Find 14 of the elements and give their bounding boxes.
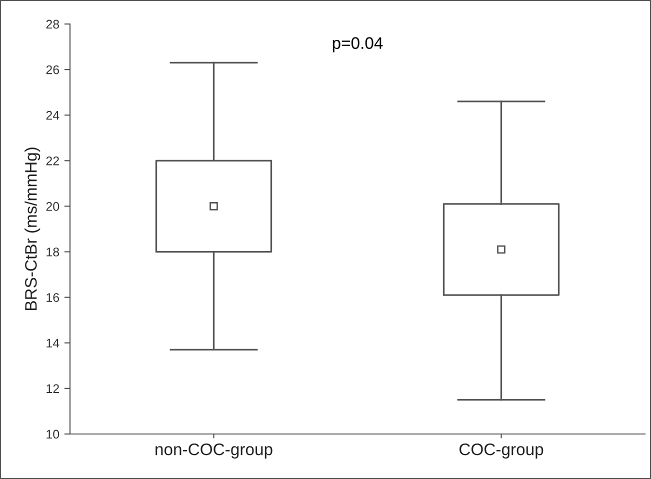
y-tick-label: 20	[46, 202, 60, 211]
annotation: p=0.04	[332, 37, 383, 52]
y-tick-label: 12	[46, 384, 59, 393]
y-tick-label: 14	[46, 338, 60, 348]
y-axis-title: BRS-CtBr (ms/mmHg)	[24, 148, 40, 310]
y-tick-label: 22	[46, 156, 59, 166]
y-tick-label: 26	[46, 65, 60, 74]
y-tick-label: 16	[46, 293, 60, 302]
y-tick-label: 10	[46, 430, 60, 439]
y-tick-label: 18	[46, 248, 60, 256]
y-tick-label: 28	[46, 20, 60, 29]
x-tick-label: non-COC-group	[156, 443, 272, 459]
y-tick-label: 24	[46, 110, 60, 120]
x-tick-label: COC-group	[459, 443, 544, 459]
